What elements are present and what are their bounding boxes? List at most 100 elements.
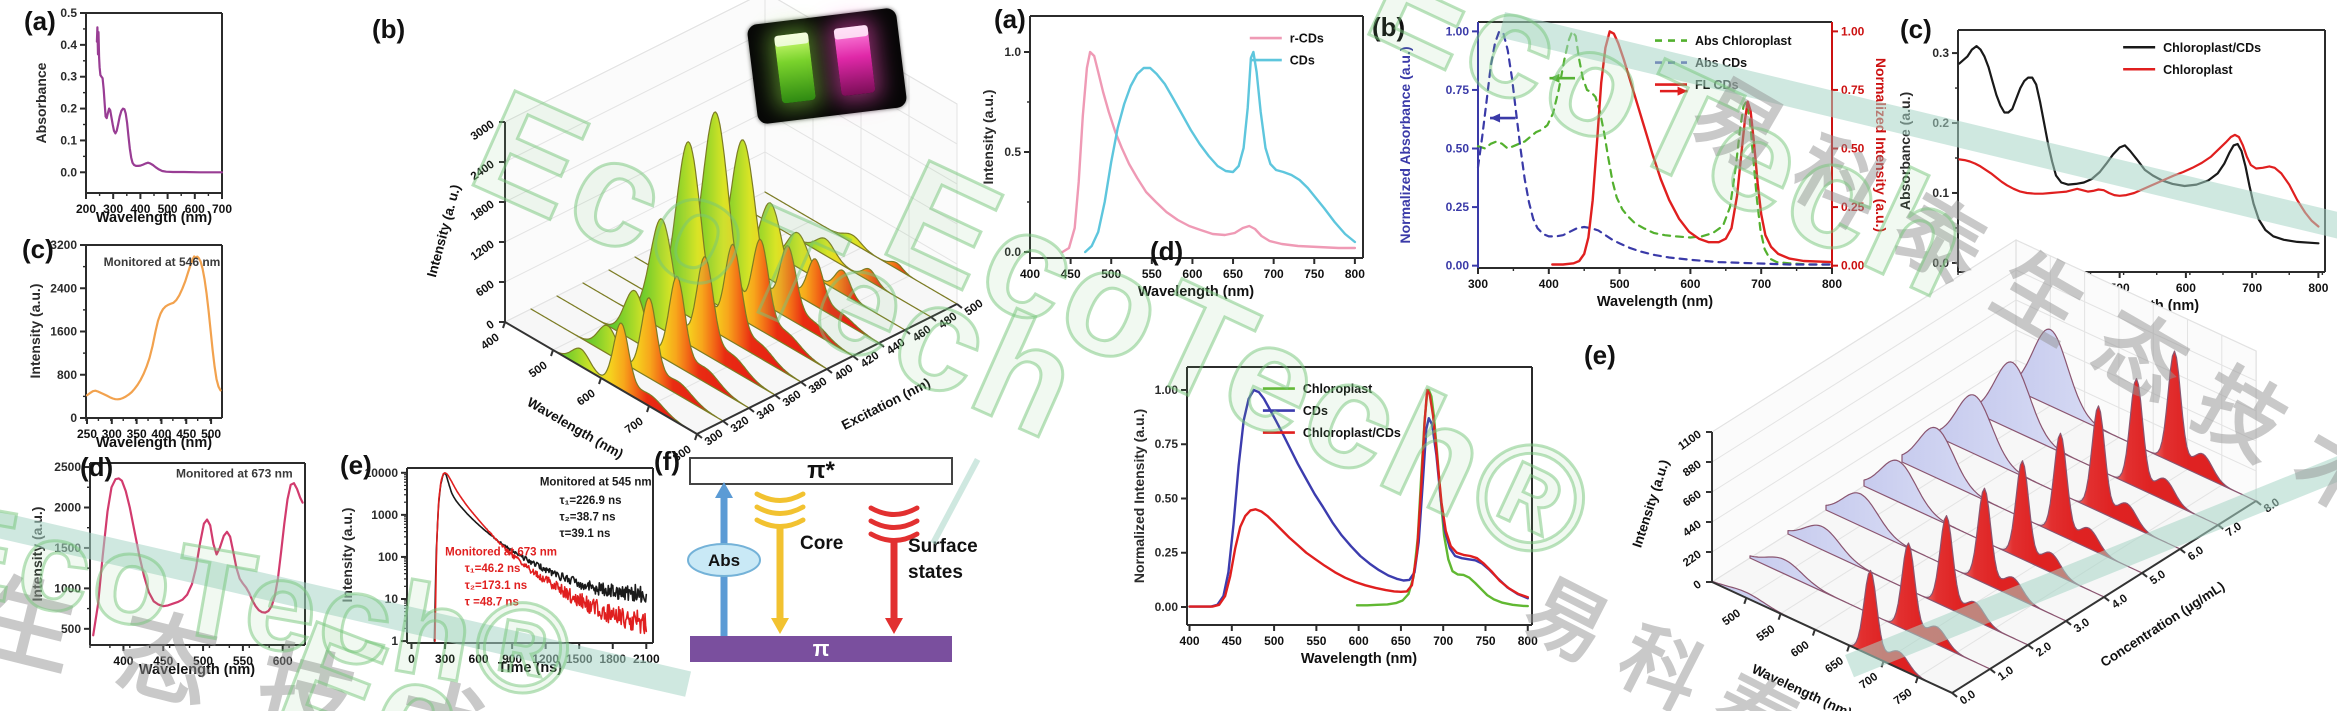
svg-text:Monitored at 673 nm: Monitored at 673 nm: [445, 547, 557, 559]
svg-text:5.0: 5.0: [2148, 568, 2168, 587]
svg-text:450: 450: [1061, 267, 1081, 281]
svg-text:1600: 1600: [50, 325, 77, 339]
svg-text:750: 750: [1892, 687, 1915, 708]
svg-text:650: 650: [1223, 267, 1243, 281]
svg-text:2.0: 2.0: [2034, 640, 2054, 659]
svg-text:500: 500: [1264, 634, 1284, 648]
svg-text:0: 0: [408, 652, 415, 666]
green-cuvette: [773, 32, 817, 104]
svg-text:r-CDs: r-CDs: [1290, 32, 1324, 46]
svg-text:3.0: 3.0: [2072, 616, 2092, 635]
svg-text:650: 650: [1823, 655, 1846, 676]
svg-text:Chloroplast/CDs: Chloroplast/CDs: [1303, 426, 1401, 440]
svg-text:0.4: 0.4: [60, 38, 77, 52]
svg-text:0.0: 0.0: [1932, 256, 1949, 270]
svg-text:7.0: 7.0: [2224, 520, 2244, 539]
svg-text:380: 380: [807, 376, 830, 397]
svg-text:1000: 1000: [54, 581, 81, 595]
svg-text:700: 700: [2242, 281, 2262, 295]
svg-text:8.0: 8.0: [2262, 496, 2282, 515]
svg-text:Wavelength (nm): Wavelength (nm): [139, 662, 255, 678]
svg-text:1.00: 1.00: [1155, 383, 1179, 397]
svg-text:450: 450: [1222, 634, 1242, 648]
svg-text:700: 700: [1858, 671, 1881, 692]
svg-text:400: 400: [151, 427, 171, 441]
svg-text:states: states: [908, 562, 963, 583]
svg-text:Monitored at 546 nm: Monitored at 546 nm: [104, 255, 221, 269]
svg-text:500: 500: [61, 622, 81, 636]
svg-text:Monitored at 673 nm: Monitored at 673 nm: [176, 467, 293, 481]
svg-text:Intensity (a.u.): Intensity (a.u.): [29, 507, 45, 602]
svg-text:0.00: 0.00: [1446, 259, 1470, 273]
svg-text:600: 600: [185, 202, 205, 216]
svg-text:10000: 10000: [365, 466, 399, 480]
svg-text:0: 0: [485, 319, 497, 333]
svg-text:0: 0: [70, 411, 77, 425]
svg-text:340: 340: [755, 402, 778, 423]
svg-text:600: 600: [1680, 277, 1700, 291]
svg-text:0.2: 0.2: [1932, 116, 1949, 130]
svg-text:0.50: 0.50: [1841, 142, 1865, 156]
svg-text:Intensity (a.u.): Intensity (a.u.): [980, 90, 996, 185]
svg-text:320: 320: [729, 415, 752, 436]
svg-text:1: 1: [391, 634, 398, 648]
svg-text:0.00: 0.00: [1155, 600, 1179, 614]
svg-text:600: 600: [1349, 634, 1369, 648]
svg-text:440: 440: [885, 337, 908, 358]
svg-text:Wavelength (nm): Wavelength (nm): [1301, 651, 1417, 667]
svg-text:600: 600: [469, 652, 489, 666]
svg-text:700: 700: [1433, 634, 1453, 648]
svg-text:Abs: Abs: [708, 551, 740, 570]
svg-text:600: 600: [575, 388, 598, 409]
svg-text:τ₂=173.1 ns: τ₂=173.1 ns: [465, 580, 527, 592]
svg-text:0.5: 0.5: [1004, 145, 1021, 159]
svg-text:FL CDs: FL CDs: [1695, 78, 1739, 92]
svg-text:400: 400: [1180, 634, 1200, 648]
svg-text:π: π: [813, 636, 830, 661]
svg-text:500: 500: [1720, 607, 1743, 628]
svg-text:Monitored at 545 nm: Monitored at 545 nm: [540, 477, 652, 489]
svg-text:0.75: 0.75: [1446, 83, 1470, 97]
cuvette-photo-inset: [746, 7, 908, 125]
svg-text:550: 550: [1755, 623, 1778, 644]
svg-text:220: 220: [1681, 549, 1704, 570]
svg-text:Absorbance (a.u.): Absorbance (a.u.): [1897, 92, 1913, 210]
svg-text:600: 600: [474, 279, 497, 300]
svg-text:Absorbance: Absorbance: [33, 62, 49, 143]
svg-text:360: 360: [781, 389, 804, 410]
svg-text:400: 400: [1020, 267, 1040, 281]
svg-text:480: 480: [937, 311, 960, 332]
svg-text:500: 500: [201, 427, 221, 441]
svg-text:500: 500: [1610, 277, 1630, 291]
svg-text:τ=39.1 ns: τ=39.1 ns: [560, 528, 611, 540]
svg-text:Wavelength (nm): Wavelength (nm): [96, 435, 212, 451]
svg-text:0.1: 0.1: [60, 133, 77, 147]
svg-text:Intensity (a. u.): Intensity (a. u.): [424, 183, 463, 279]
svg-text:0.25: 0.25: [1841, 200, 1865, 214]
svg-text:1200: 1200: [469, 239, 497, 264]
svg-text:800: 800: [2308, 281, 2328, 295]
svg-text:τ =48.7 ns: τ =48.7 ns: [465, 596, 519, 608]
svg-text:3200: 3200: [50, 238, 77, 252]
svg-text:1500: 1500: [54, 541, 81, 555]
svg-text:700: 700: [212, 202, 232, 216]
svg-text:1800: 1800: [599, 652, 626, 666]
svg-text:0.5: 0.5: [60, 6, 77, 20]
cuvette-cap: [773, 32, 810, 48]
svg-text:420: 420: [859, 350, 882, 371]
svg-text:0.0: 0.0: [1004, 245, 1021, 259]
svg-text:300: 300: [103, 202, 123, 216]
svg-text:Normalized Intensity (a.u.): Normalized Intensity (a.u.): [1873, 58, 1889, 232]
svg-text:250: 250: [77, 427, 97, 441]
svg-text:500: 500: [963, 298, 986, 319]
svg-text:2100: 2100: [633, 652, 660, 666]
svg-text:Intensity (a.u.): Intensity (a.u.): [339, 508, 355, 603]
svg-text:800: 800: [1345, 267, 1365, 281]
svg-text:700: 700: [1264, 267, 1284, 281]
svg-text:700: 700: [1751, 277, 1771, 291]
svg-text:350: 350: [127, 427, 147, 441]
svg-text:0.50: 0.50: [1446, 142, 1470, 156]
svg-text:400: 400: [113, 654, 133, 668]
